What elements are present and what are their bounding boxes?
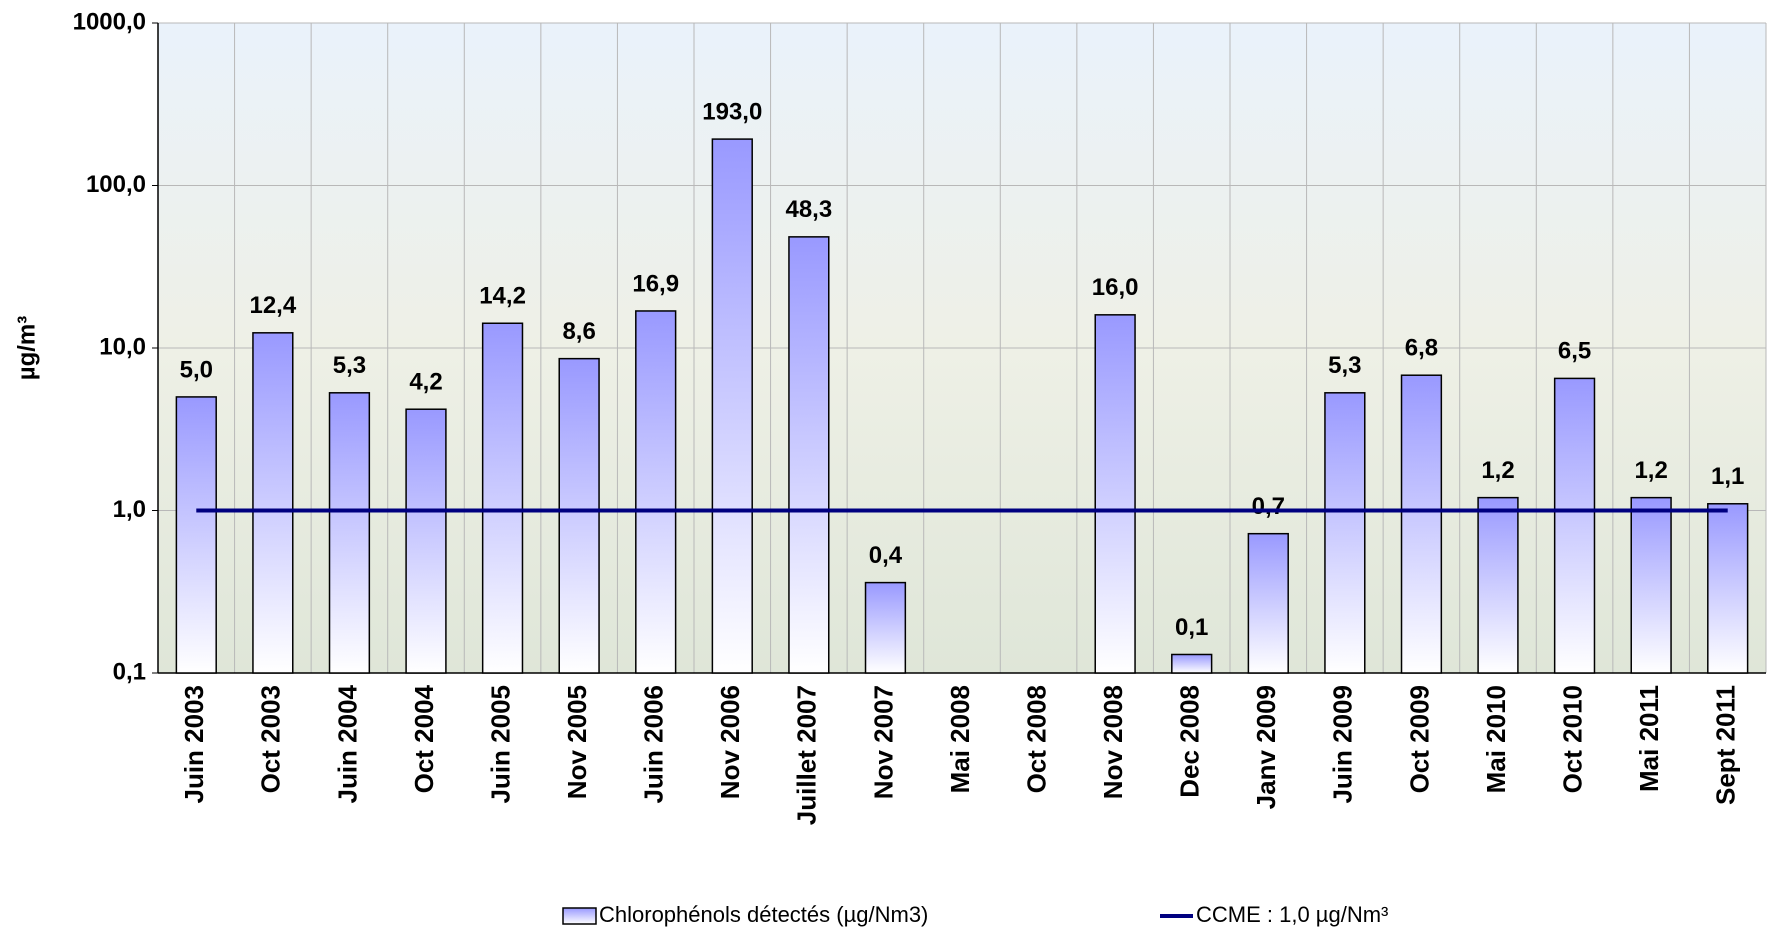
bar [406,409,446,673]
value-label: 193,0 [702,98,762,125]
value-label: 12,4 [249,292,296,319]
x-tick-label: Mai 2008 [945,685,975,793]
bar [1555,378,1595,673]
x-tick-label: Oct 2009 [1404,685,1434,793]
bar [1631,498,1671,673]
x-tick-label: Oct 2003 [256,685,286,793]
x-tick-label: Juin 2009 [1328,685,1358,804]
x-tick-label: Dec 2008 [1175,685,1205,798]
value-label: 1,1 [1711,463,1744,490]
bar [330,393,370,673]
bar [176,397,216,673]
x-tick-label: Juillet 2007 [792,685,822,825]
bar [1708,504,1748,673]
value-label: 0,1 [1175,614,1208,641]
bar [866,583,906,673]
bar [789,237,829,673]
value-label: 5,0 [180,356,213,383]
x-tick-label: Mai 2011 [1634,685,1664,792]
x-tick-label: Nov 2005 [562,685,592,799]
legend-label: CCME : 1,0 µg/Nm³ [1196,902,1388,927]
bar [1172,654,1212,673]
bar [559,359,599,673]
value-label: 5,3 [1328,352,1361,379]
x-tick-label: Juin 2006 [639,685,669,804]
x-tick-label: Juin 2004 [332,684,362,803]
x-tick-label: Mai 2010 [1481,685,1511,793]
bar [1402,375,1442,673]
x-tick-label: Sept 2011 [1711,685,1741,805]
x-tick-label: Oct 2008 [1021,685,1051,793]
value-label: 48,3 [785,196,832,223]
value-label: 5,3 [333,352,366,379]
bar [1325,393,1365,673]
y-tick-label: 10,0 [99,333,146,360]
bar [253,333,293,673]
bar [483,323,523,673]
x-tick-label: Juin 2003 [179,685,209,804]
y-tick-label: 100,0 [86,171,146,198]
bar [1248,534,1288,673]
x-tick-label: Nov 2008 [1098,685,1128,799]
y-tick-label: 1000,0 [73,8,146,35]
chart: µg/m³ 0,1 1,0 10,0 100,0 1000,0 Juin 2003 Oct … [0,0,1769,933]
x-tick-label: Oct 2004 [409,684,439,793]
legend-label: Chlorophénols détectés (µg/Nm3) [599,902,928,927]
value-label: 8,6 [562,318,595,345]
legend-swatch [563,908,596,924]
value-label: 6,5 [1558,338,1591,365]
bar [636,311,676,673]
value-label: 0,7 [1252,493,1285,520]
value-label: 6,8 [1405,335,1438,362]
y-tick-label: 0,1 [113,658,146,685]
bar [712,139,752,673]
value-label: 16,0 [1092,274,1139,301]
value-label: 1,2 [1481,457,1514,484]
y-axis-label: µg/m³ [13,316,40,381]
value-label: 0,4 [869,542,903,569]
y-tick-label: 1,0 [113,496,146,523]
value-label: 16,9 [632,270,679,297]
bar [1095,315,1135,673]
value-label: 4,2 [409,369,442,396]
x-tick-label: Nov 2006 [715,685,745,799]
x-tick-label: Nov 2007 [868,685,898,799]
bar [1478,498,1518,673]
value-label: 1,2 [1634,457,1667,484]
x-tick-label: Juin 2005 [485,685,515,804]
value-label: 14,2 [479,283,526,310]
x-tick-label: Janv 2009 [1251,685,1281,809]
x-tick-label: Oct 2010 [1557,685,1587,793]
